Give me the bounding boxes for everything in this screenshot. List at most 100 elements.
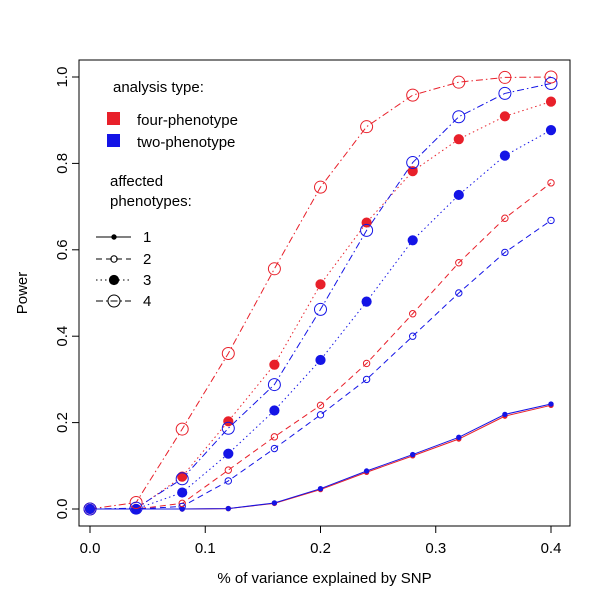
series-line xyxy=(90,101,552,510)
data-point xyxy=(453,134,464,145)
series-line xyxy=(90,129,552,510)
data-point xyxy=(84,503,96,515)
data-point xyxy=(410,451,416,458)
data-point xyxy=(455,289,463,297)
data-point xyxy=(548,401,554,407)
data-point xyxy=(270,433,279,441)
series-line xyxy=(89,82,552,510)
data-point xyxy=(547,216,555,225)
data-point xyxy=(317,486,324,492)
data-point xyxy=(407,166,418,177)
y-tick-label: 0.0 xyxy=(54,499,71,520)
legend-affected-label: 4 xyxy=(143,293,151,310)
data-point xyxy=(129,501,143,515)
data-point xyxy=(314,302,327,316)
series-line xyxy=(90,182,552,510)
y-tick-label: 0.6 xyxy=(54,239,71,260)
data-point xyxy=(221,346,235,360)
x-axis-label: % of variance explained by SNP xyxy=(217,570,431,587)
legend-affected-label: 2 xyxy=(143,251,151,268)
data-point xyxy=(129,496,143,510)
data-point xyxy=(547,179,555,187)
data-point xyxy=(545,125,557,136)
data-point xyxy=(360,223,374,237)
data-point xyxy=(316,401,325,410)
legend-affected-title-line1: affected xyxy=(110,173,163,190)
data-point xyxy=(177,487,188,498)
data-point xyxy=(499,150,510,161)
x-tick-label: 0.1 xyxy=(195,540,216,557)
legend-affected-label: 3 xyxy=(143,272,151,289)
legend-affected-marker xyxy=(110,255,118,263)
data-point xyxy=(267,262,281,276)
data-point xyxy=(83,502,97,516)
data-point xyxy=(362,375,371,384)
data-point xyxy=(269,359,280,370)
data-point xyxy=(498,70,512,84)
x-tick-label: 0.3 xyxy=(425,540,446,557)
data-point xyxy=(314,180,327,194)
data-point xyxy=(361,296,372,307)
series-points xyxy=(83,70,558,516)
data-point xyxy=(455,259,463,267)
y-tick-label: 0.2 xyxy=(54,412,71,433)
data-point xyxy=(267,378,281,392)
axes: 0.0 0.1 0.2 0.3 0.4 0.0 0.2 0.4 0.6 0.8 1.0 xyxy=(54,67,561,557)
data-point xyxy=(501,214,509,222)
data-point xyxy=(224,466,233,474)
data-point xyxy=(178,502,186,511)
data-point xyxy=(545,96,557,107)
data-point xyxy=(452,110,466,124)
legend-affected-marker xyxy=(108,274,120,286)
data-point xyxy=(544,76,558,90)
data-point xyxy=(456,434,462,440)
data-point xyxy=(177,471,188,482)
data-point xyxy=(223,448,234,459)
data-point xyxy=(360,120,374,134)
legend-affected-title-line2: phenotypes: xyxy=(110,193,192,210)
y-tick-label: 0.8 xyxy=(54,153,71,174)
data-point xyxy=(175,472,189,486)
data-point xyxy=(406,88,420,102)
legend-swatch-four-phenotype xyxy=(107,112,120,125)
data-point xyxy=(453,189,464,201)
data-point xyxy=(270,444,279,453)
data-point xyxy=(502,411,508,418)
data-point xyxy=(407,235,418,246)
data-point xyxy=(175,422,189,436)
data-point xyxy=(452,75,466,89)
y-tick-label: 1.0 xyxy=(54,67,71,88)
data-point xyxy=(498,86,512,100)
y-axis-label: Power xyxy=(14,272,31,315)
legend-analysis-title: analysis type: xyxy=(113,79,204,96)
data-point xyxy=(362,359,371,368)
x-tick-label: 0.2 xyxy=(310,540,331,557)
data-point xyxy=(409,332,417,340)
data-point xyxy=(224,477,233,485)
legend-affected-items: 1 2 3 4 xyxy=(96,229,151,310)
legend-affected-marker xyxy=(107,294,121,308)
data-point xyxy=(271,500,278,506)
data-point xyxy=(499,111,510,122)
data-point xyxy=(221,421,235,435)
data-point xyxy=(409,310,417,318)
series-line xyxy=(90,220,552,510)
data-point xyxy=(315,279,326,290)
legend-affected-marker xyxy=(111,234,117,240)
data-point xyxy=(406,156,420,170)
x-tick-label: 0.4 xyxy=(541,540,562,557)
data-point xyxy=(544,70,558,84)
series-line xyxy=(89,76,552,510)
data-point xyxy=(178,499,186,508)
legend: analysis type: four-phenotype two-phenot… xyxy=(96,79,238,310)
legend-label-two-phenotype: two-phenotype xyxy=(137,134,235,151)
data-point xyxy=(501,248,509,257)
legend-label-four-phenotype: four-phenotype xyxy=(137,112,238,129)
data-point xyxy=(315,354,326,366)
x-tick-label: 0.0 xyxy=(80,540,101,557)
legend-swatch-two-phenotype xyxy=(107,134,120,147)
y-tick-label: 0.4 xyxy=(54,326,71,347)
data-point xyxy=(223,416,234,427)
legend-affected-label: 1 xyxy=(143,229,151,246)
